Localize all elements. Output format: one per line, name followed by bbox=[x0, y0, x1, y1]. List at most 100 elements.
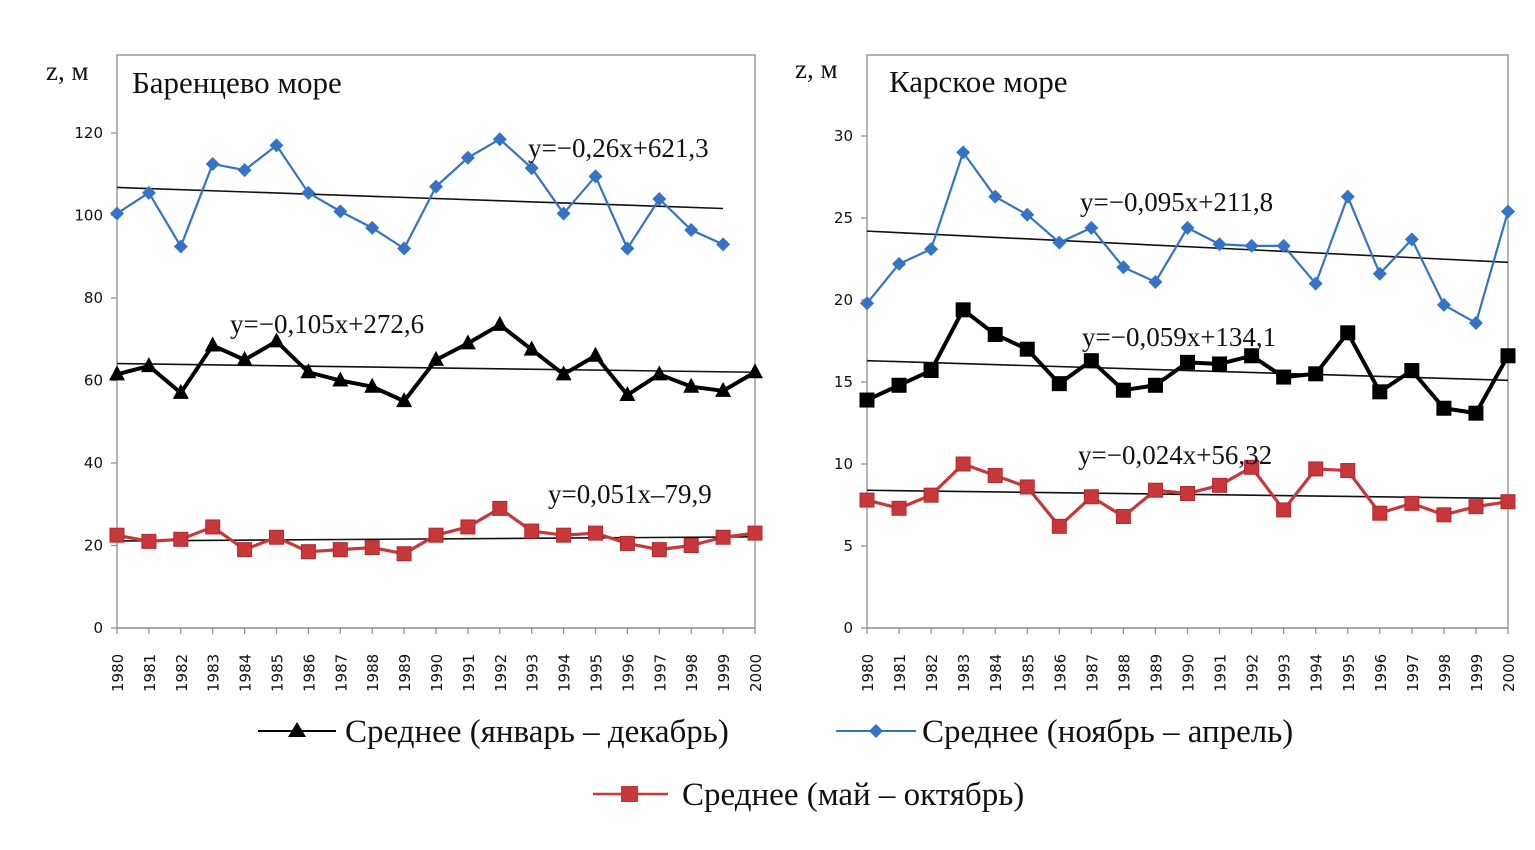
data-point-annual bbox=[364, 377, 381, 393]
data-point-summer bbox=[205, 519, 221, 535]
chart-barents-sea: z, м Баренцево море 0 20 40 60 80 100 120 1980… bbox=[46, 54, 765, 692]
data-point-winter bbox=[1148, 274, 1163, 289]
data-point-winter bbox=[1244, 238, 1259, 253]
y-axis-label: z, м bbox=[46, 56, 89, 86]
data-point-annual bbox=[268, 332, 285, 348]
data-point-winter bbox=[1020, 207, 1035, 222]
data-point-summer bbox=[1340, 463, 1356, 479]
data-point-winter bbox=[205, 156, 220, 171]
data-point-summer bbox=[428, 527, 444, 543]
x-axis: 1980 1981 1982 1983 1984 1985 1986 1987 1988 1989… bbox=[859, 627, 1518, 692]
y-tick-label: 40 bbox=[84, 454, 103, 472]
data-point-winter bbox=[1084, 220, 1099, 235]
x-tick-label: 1999 bbox=[715, 654, 733, 692]
x-tick-label: 1993 bbox=[524, 654, 542, 692]
x-tick-label: 1989 bbox=[396, 654, 414, 692]
x-tick-label: 1985 bbox=[269, 654, 287, 692]
data-point-winter bbox=[924, 242, 939, 257]
data-point-annual bbox=[683, 377, 700, 393]
y-axis: 0 20 40 60 80 100 120 bbox=[74, 124, 117, 637]
x-tick-label: 1998 bbox=[1436, 654, 1454, 692]
data-point-summer bbox=[923, 487, 939, 503]
x-tick-label: 1992 bbox=[492, 654, 510, 692]
trendline-annual bbox=[116, 362, 756, 374]
trend-equation-annual: y=−0,105x+272,6 bbox=[230, 309, 424, 339]
data-point-annual bbox=[172, 383, 189, 399]
data-point-winter bbox=[988, 189, 1003, 204]
legend-label-winter: Среднее (ноябрь – апрель) bbox=[922, 714, 1293, 750]
data-point-annual bbox=[859, 392, 875, 408]
y-tick-label: 20 bbox=[84, 537, 103, 555]
chart-title: Карское море bbox=[889, 64, 1068, 99]
data-point-annual bbox=[300, 363, 317, 379]
x-tick-label: 2000 bbox=[1500, 654, 1518, 692]
data-point-annual bbox=[332, 371, 349, 387]
x-tick-label: 1981 bbox=[891, 654, 909, 692]
data-point-annual bbox=[491, 315, 508, 331]
y-axis-label: z, м bbox=[795, 54, 838, 84]
data-point-winter bbox=[333, 204, 348, 219]
legend: Среднее (январь – декабрь) Среднее (нояб… bbox=[258, 714, 1293, 813]
data-point-winter bbox=[1436, 297, 1451, 312]
x-tick-label: 1995 bbox=[1340, 654, 1358, 692]
data-point-winter bbox=[173, 239, 188, 254]
x-tick-label: 1983 bbox=[955, 654, 973, 692]
x-tick-label: 1991 bbox=[1212, 654, 1230, 692]
x-tick-label: 1987 bbox=[1083, 654, 1101, 692]
data-point-summer bbox=[651, 542, 667, 558]
data-point-annual bbox=[1276, 369, 1292, 385]
series-group bbox=[109, 132, 763, 562]
data-point-winter bbox=[556, 206, 571, 221]
data-point-summer bbox=[747, 525, 763, 541]
data-point-summer bbox=[109, 527, 125, 543]
data-point-winter bbox=[1404, 232, 1419, 247]
data-point-winter bbox=[1212, 237, 1227, 252]
y-tick-label: 0 bbox=[93, 619, 103, 637]
x-tick-label: 1986 bbox=[1051, 654, 1069, 692]
data-point-summer bbox=[1436, 507, 1452, 523]
x-tick-label: 1989 bbox=[1147, 654, 1165, 692]
data-point-annual bbox=[651, 365, 668, 381]
data-point-summer bbox=[859, 492, 875, 508]
data-point-summer bbox=[1115, 508, 1131, 524]
data-point-annual bbox=[1436, 400, 1452, 416]
data-point-summer bbox=[173, 531, 189, 547]
data-point-annual bbox=[891, 377, 907, 393]
data-point-summer bbox=[987, 467, 1003, 483]
data-point-winter bbox=[492, 132, 507, 147]
x-tick-label: 1984 bbox=[987, 654, 1005, 692]
data-point-annual bbox=[1147, 377, 1163, 393]
data-point-summer bbox=[237, 542, 253, 558]
data-point-winter bbox=[524, 161, 539, 176]
data-point-summer bbox=[492, 500, 508, 516]
data-point-winter bbox=[588, 169, 603, 184]
data-point-summer bbox=[1276, 502, 1292, 518]
data-point-summer bbox=[1019, 479, 1035, 495]
trend-equation-summer: y=0,051x–79,9 bbox=[548, 479, 712, 509]
x-tick-label: 1995 bbox=[588, 654, 606, 692]
data-point-winter bbox=[397, 241, 412, 256]
x-tick-label: 1987 bbox=[332, 654, 350, 692]
data-point-annual bbox=[923, 363, 939, 379]
y-tick-label: 120 bbox=[74, 124, 103, 142]
data-point-summer bbox=[460, 519, 476, 535]
x-tick-label: 1984 bbox=[237, 654, 255, 692]
data-point-winter bbox=[110, 206, 124, 221]
data-point-annual bbox=[555, 365, 572, 381]
data-point-summer bbox=[1212, 477, 1228, 493]
data-point-annual bbox=[459, 334, 476, 350]
data-point-annual bbox=[1180, 354, 1195, 370]
data-point-annual bbox=[1404, 363, 1420, 379]
data-point-winter bbox=[237, 163, 252, 178]
data-point-winter bbox=[301, 185, 316, 200]
data-point-annual bbox=[715, 381, 732, 397]
x-tick-label: 1997 bbox=[651, 654, 669, 692]
data-point-annual bbox=[1500, 348, 1516, 364]
x-tick-label: 1999 bbox=[1468, 654, 1486, 692]
data-point-summer bbox=[683, 538, 699, 553]
x-tick-label: 1996 bbox=[1372, 654, 1390, 692]
data-point-summer bbox=[1404, 495, 1420, 511]
legend-item-summer: Среднее (май – октябрь) bbox=[593, 777, 1024, 813]
